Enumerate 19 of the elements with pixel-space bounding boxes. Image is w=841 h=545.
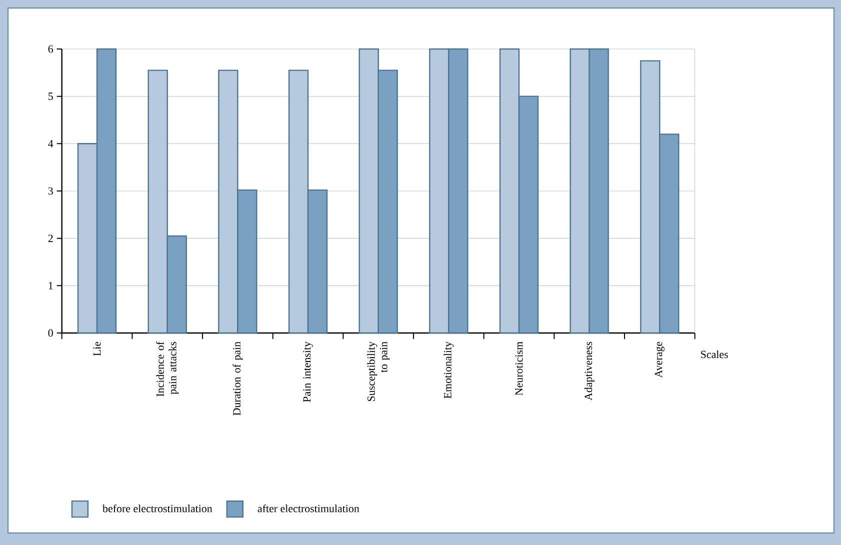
x-tick-label: Emotionality	[444, 342, 454, 398]
x-tick-label: Duration of pain	[232, 342, 243, 416]
legend-label: before electrostimulation	[102, 504, 212, 512]
y-tick-label: 0	[48, 329, 53, 337]
x-tick-label: Incidence of pain attacks	[156, 341, 179, 396]
y-tick-label: 1	[48, 282, 53, 290]
legend-label: after electrostimulation	[258, 504, 360, 512]
x-tick-label: Neuroticism	[515, 342, 523, 396]
x-axis-title: Scales	[701, 350, 728, 358]
x-tick-label: Pain intensity	[303, 342, 313, 402]
y-tick-label: 6	[48, 45, 54, 53]
y-tick-label: 5	[48, 92, 53, 100]
x-tick-label: Average	[654, 342, 664, 378]
y-tick-label: 4	[48, 140, 54, 148]
x-tick-label: Lie	[93, 342, 101, 356]
y-tick-label: 2	[48, 234, 53, 242]
y-tick-label: 3	[48, 187, 53, 195]
x-tick-label: Susceptibility to pain	[367, 342, 390, 402]
x-tick-label: Adaptiveness	[584, 342, 594, 400]
